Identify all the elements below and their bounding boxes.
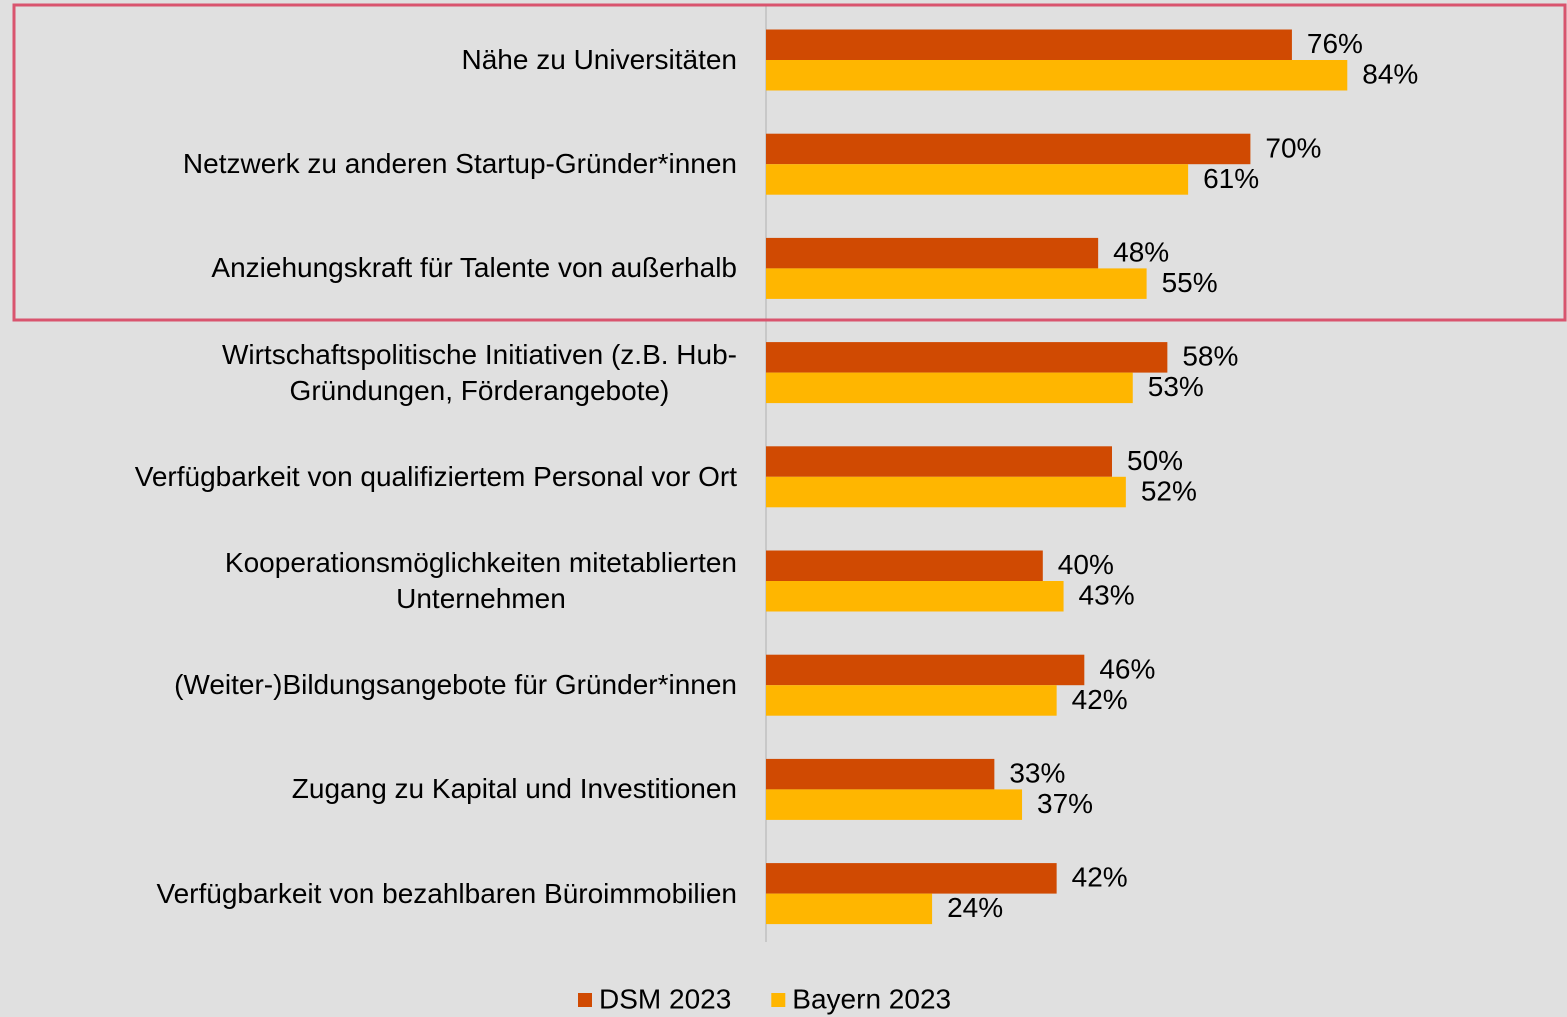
value-label: 58% bbox=[1182, 341, 1238, 372]
category-label: Verfügbarkeit von qualifiziertem Persona… bbox=[134, 460, 737, 492]
legend-swatch bbox=[578, 993, 592, 1007]
value-label: 53% bbox=[1148, 371, 1204, 402]
legend-label: DSM 2023 bbox=[599, 983, 731, 1014]
value-label: 70% bbox=[1265, 132, 1321, 163]
bar bbox=[766, 863, 1057, 894]
bar bbox=[766, 133, 1251, 165]
category-label: (Weiter-)Bildungsangebote für Gründer*in… bbox=[174, 669, 737, 701]
value-label: 61% bbox=[1203, 163, 1259, 194]
value-label: 33% bbox=[1009, 758, 1065, 789]
category-label: Nähe zu Universitäten bbox=[461, 44, 737, 75]
bar bbox=[766, 758, 995, 790]
bar bbox=[766, 29, 1292, 60]
category-label: Anziehungskraft für Talente von außerhal… bbox=[211, 252, 737, 284]
bar bbox=[766, 893, 933, 925]
bar bbox=[766, 476, 1126, 508]
value-label: 52% bbox=[1141, 475, 1197, 506]
category-label: Wirtschaftspolitische Initiativen (z.B. … bbox=[221, 338, 737, 406]
value-label: 24% bbox=[947, 892, 1003, 923]
bar bbox=[766, 550, 1043, 581]
category-label: Zugang zu Kapital und Investitionen bbox=[291, 773, 737, 805]
value-label: 40% bbox=[1058, 549, 1114, 580]
bar bbox=[766, 164, 1189, 195]
value-label: 50% bbox=[1127, 445, 1183, 476]
value-label: 42% bbox=[1072, 684, 1128, 715]
value-label: 55% bbox=[1162, 267, 1218, 298]
bar bbox=[766, 789, 1023, 820]
value-label: 76% bbox=[1307, 28, 1363, 59]
value-label: 43% bbox=[1079, 580, 1135, 611]
category-label: Verfügbarkeit von bezahlbaren Büroimmobi… bbox=[156, 877, 737, 909]
bar bbox=[766, 268, 1147, 299]
bar bbox=[766, 237, 1099, 269]
bar bbox=[766, 581, 1064, 612]
legend-label: Bayern 2023 bbox=[792, 983, 951, 1014]
category-label: Kooperationsmöglichkeiten mitetablierten… bbox=[224, 547, 737, 614]
legend-swatch bbox=[771, 993, 786, 1007]
value-label: 46% bbox=[1099, 653, 1155, 684]
highlight-box bbox=[12, 3, 1567, 322]
bar bbox=[766, 654, 1085, 686]
bar bbox=[766, 60, 1348, 91]
bar bbox=[766, 372, 1133, 404]
value-label: 37% bbox=[1037, 788, 1093, 819]
bar bbox=[766, 685, 1057, 716]
value-label: 42% bbox=[1072, 862, 1128, 893]
value-label: 48% bbox=[1113, 237, 1169, 268]
category-label: Netzwerk zu anderen Startup-Gründer*inne… bbox=[182, 148, 737, 180]
value-label: 84% bbox=[1362, 59, 1418, 90]
bar bbox=[766, 446, 1112, 477]
bar bbox=[766, 342, 1168, 373]
